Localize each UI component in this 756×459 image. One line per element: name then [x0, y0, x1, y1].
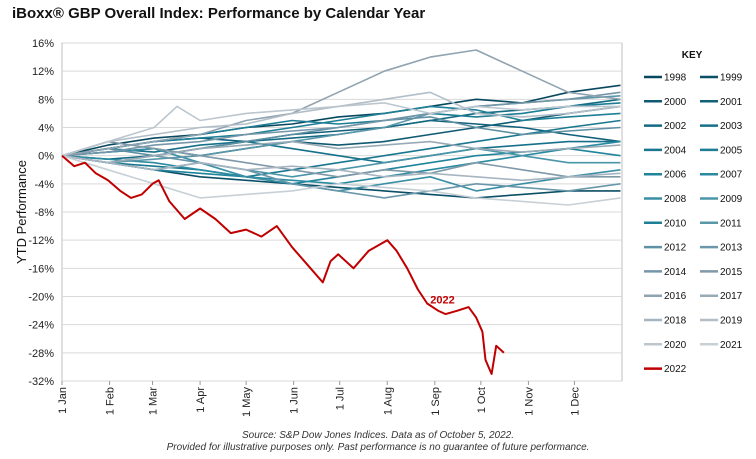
legend-label-2015: 2015 — [720, 267, 743, 278]
legend-label-2016: 2016 — [664, 291, 687, 302]
x-tick-label: 1 Apr — [195, 387, 207, 413]
legend-label-2013: 2013 — [720, 243, 743, 254]
x-tick-label: 1 Jan — [57, 387, 69, 414]
series-line-2020 — [61, 102, 621, 157]
y-tick-label: 12% — [32, 66, 54, 78]
y-tick-label: 4% — [38, 123, 54, 135]
y-tick-label: -12% — [28, 235, 54, 247]
x-tick-label: 1 May — [241, 387, 253, 417]
legend-label-2000: 2000 — [664, 97, 687, 108]
x-tick-label: 1 Sep — [430, 387, 442, 416]
legend-label-2004: 2004 — [664, 145, 687, 156]
series-line-2018 — [61, 154, 621, 182]
chart-title: iBoxx® GBP Overall Index: Performance by… — [12, 5, 426, 22]
legend-label-2005: 2005 — [720, 145, 743, 156]
series-line-2014 — [61, 91, 621, 157]
y-tick-label: 16% — [32, 38, 54, 50]
legend-label-2012: 2012 — [664, 243, 687, 254]
legend-label-2017: 2017 — [720, 291, 743, 302]
x-tick-label: 1 Jun — [289, 387, 301, 414]
series-line-2016 — [61, 49, 621, 157]
x-tick-label: 1 Jul — [335, 387, 347, 410]
legend-label-2010: 2010 — [664, 218, 687, 229]
y-tick-label: -16% — [28, 263, 54, 275]
x-tick-label: 1 Nov — [523, 387, 535, 416]
footnote-source: Source: S&P Dow Jones Indices. Data as o… — [242, 430, 514, 441]
chart-svg: 16% 12% 8% 4% 0% -4% -8% -12% -16% -20% -24% -28% -3… — [14, 38, 743, 417]
x-tick-label: 1 Aug — [382, 387, 394, 415]
legend-label-2003: 2003 — [720, 121, 743, 132]
legend-label-1998: 1998 — [664, 73, 687, 84]
legend-label-2019: 2019 — [720, 316, 743, 327]
y-tick-label: 8% — [38, 94, 54, 106]
y-tick-label: -28% — [28, 348, 54, 360]
x-tick-label: 1 Feb — [105, 387, 117, 415]
y-axis-label: YTD Performance — [14, 160, 29, 264]
x-tick-label: 1 Mar — [148, 387, 160, 415]
y-tick-label: 0% — [38, 151, 54, 163]
legend-label-1999: 1999 — [720, 73, 743, 84]
legend-title: KEY — [682, 50, 703, 61]
y-tick-label: -20% — [28, 292, 54, 304]
footnote-disclaimer: Provided for illustrative purposes only.… — [166, 442, 590, 453]
legend-label-2002: 2002 — [664, 121, 687, 132]
legend-label-2022: 2022 — [664, 364, 687, 375]
series-line-2015 — [61, 140, 621, 178]
legend-label-2008: 2008 — [664, 194, 687, 205]
y-tick-label: -32% — [28, 376, 54, 388]
y-tick-label: -24% — [28, 320, 54, 332]
series-line-2017 — [61, 140, 621, 164]
y-tick-label: -4% — [34, 179, 54, 191]
y-tick-label: -8% — [34, 207, 54, 219]
legend-label-2021: 2021 — [720, 340, 743, 351]
legend-label-2006: 2006 — [664, 170, 687, 181]
series-line-2003 — [61, 140, 621, 164]
x-tick-label: 1 Dec — [569, 387, 581, 416]
legend-label-2011: 2011 — [720, 218, 742, 229]
legend-label-2014: 2014 — [664, 267, 687, 278]
legend-label-2009: 2009 — [720, 194, 743, 205]
series-line-2022 — [61, 154, 505, 375]
x-tick-label: 1 Oct — [476, 387, 488, 413]
legend-label-2007: 2007 — [720, 170, 743, 181]
legend-label-2001: 2001 — [720, 97, 743, 108]
annotation-2022: 2022 — [430, 295, 454, 307]
legend-label-2018: 2018 — [664, 316, 687, 327]
legend-label-2020: 2020 — [664, 340, 687, 351]
